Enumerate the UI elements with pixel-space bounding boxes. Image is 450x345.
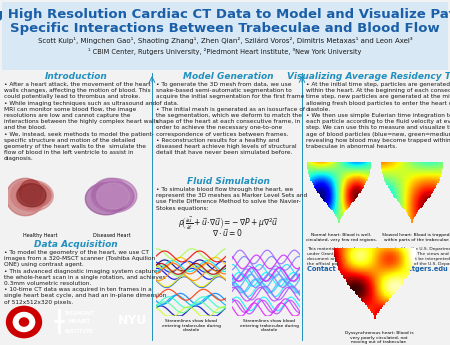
Polygon shape xyxy=(97,182,131,206)
FancyBboxPatch shape xyxy=(2,2,448,70)
Text: Scott Kulp¹, Mingchen Gao¹, Shaoting Zhang¹, Zhen Qian², Szilárd Voros², Dimitri: Scott Kulp¹, Mingchen Gao¹, Shaoting Zha… xyxy=(38,37,412,44)
Text: HEART: HEART xyxy=(68,319,90,324)
Text: PIEDMONT: PIEDMONT xyxy=(64,310,94,316)
Polygon shape xyxy=(92,183,122,206)
Text: Streamlines show blood
entering trabeculae during
diastole: Streamlines show blood entering trabecul… xyxy=(239,319,298,332)
Text: • To simulate blood flow through the heart, we
represent the 3D meshes as Marker: • To simulate blood flow through the hea… xyxy=(156,187,307,210)
Text: Streamlines show blood
entering trabeculae during
diastole: Streamlines show blood entering trabecul… xyxy=(162,319,220,332)
Text: $\nabla \cdot \vec{u} = 0$: $\nabla \cdot \vec{u} = 0$ xyxy=(212,227,243,238)
Text: Normal heart: Blood is well-
circulated, very few red regions.: Normal heart: Blood is well- circulated,… xyxy=(306,233,377,242)
Text: This material is based upon work supported by the U.S. Department of Homeland Se: This material is based upon work support… xyxy=(307,247,450,266)
Polygon shape xyxy=(86,183,126,215)
Text: Fluid Simulation: Fluid Simulation xyxy=(187,177,270,186)
Text: Using High Resolution Cardiac CT Data to Model and Visualize Patient-: Using High Resolution Cardiac CT Data to… xyxy=(0,8,450,21)
Text: Contact email: sckulp@cs.rutgers.edu: Contact email: sckulp@cs.rutgers.edu xyxy=(307,266,448,272)
Polygon shape xyxy=(17,184,46,207)
Circle shape xyxy=(6,306,41,338)
Polygon shape xyxy=(97,183,130,209)
Polygon shape xyxy=(93,186,125,210)
Polygon shape xyxy=(19,180,42,204)
Text: INSTITUTE: INSTITUTE xyxy=(64,328,94,334)
Polygon shape xyxy=(6,178,45,216)
Polygon shape xyxy=(11,181,36,208)
Polygon shape xyxy=(91,178,137,213)
Text: • After a heart attack, the movement of the heart
walls changes, affecting the m: • After a heart attack, the movement of … xyxy=(4,82,158,161)
Text: Data Acquisition: Data Acquisition xyxy=(34,240,118,249)
Text: • To model the geometry of the heart, we use CT
images from a 320-MSCT scanner (: • To model the geometry of the heart, we… xyxy=(4,250,166,305)
Polygon shape xyxy=(11,180,53,211)
Text: • To generate the 3D mesh from data, we use
snake-based semi-automatic segmentat: • To generate the 3D mesh from data, we … xyxy=(156,82,305,155)
Text: NYU: NYU xyxy=(118,315,148,327)
Polygon shape xyxy=(16,181,49,209)
Polygon shape xyxy=(92,178,129,209)
Circle shape xyxy=(19,318,28,326)
Polygon shape xyxy=(22,184,51,207)
Text: ¹ CBIM Center, Rutgers University, ²Piedmont Heart Institute, ³New York Universi: ¹ CBIM Center, Rutgers University, ²Pied… xyxy=(88,48,362,55)
Text: Healthy Heart: Healthy Heart xyxy=(23,233,57,238)
Text: $\rho\!\left(\frac{\partial \vec{u}}{\partial t} + \vec{u}\!\cdot\!\nabla\vec{u}: $\rho\!\left(\frac{\partial \vec{u}}{\pa… xyxy=(178,215,278,232)
Text: Slowed heart: Blood is trapped
within parts of the trabeculae: Slowed heart: Blood is trapped within pa… xyxy=(382,233,450,242)
Polygon shape xyxy=(94,181,134,211)
Text: Dyssynchronous heart: Blood is
very poorly circulated, not
moving out of trabecu: Dyssynchronous heart: Blood is very poor… xyxy=(345,331,413,344)
Text: Visualizing Average Residency Time: Visualizing Average Residency Time xyxy=(287,72,450,81)
Text: Introduction: Introduction xyxy=(45,72,108,81)
Text: Model Generation: Model Generation xyxy=(183,72,273,81)
Circle shape xyxy=(14,313,35,332)
Text: Diseased Heart: Diseased Heart xyxy=(93,233,131,238)
Text: Specific Interactions Between Trabeculae and Blood Flow: Specific Interactions Between Trabeculae… xyxy=(10,22,440,35)
Text: • At the initial time step, particles are generated randomly
within the heart. A: • At the initial time step, particles ar… xyxy=(306,82,450,149)
Polygon shape xyxy=(16,185,46,210)
